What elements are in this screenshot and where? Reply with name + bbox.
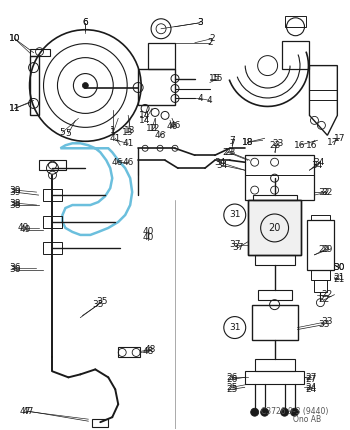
Text: 37: 37	[229, 240, 240, 249]
Text: C3726 9-3 (9440): C3726 9-3 (9440)	[261, 407, 328, 416]
Text: 1: 1	[110, 126, 116, 135]
Text: 33: 33	[318, 320, 330, 329]
Text: 30: 30	[334, 263, 345, 272]
Circle shape	[261, 408, 269, 416]
Text: 48: 48	[142, 347, 154, 356]
Text: 29: 29	[322, 246, 333, 255]
Text: 13: 13	[125, 126, 136, 135]
Text: 12: 12	[149, 124, 161, 133]
Text: 18: 18	[242, 138, 253, 147]
Text: 49: 49	[20, 225, 31, 234]
Text: 16: 16	[306, 141, 317, 150]
Circle shape	[251, 408, 259, 416]
Text: 4: 4	[207, 96, 213, 105]
Polygon shape	[248, 200, 301, 255]
Text: 40: 40	[142, 233, 154, 243]
Text: 49: 49	[18, 224, 29, 233]
Circle shape	[281, 408, 288, 416]
Text: 35: 35	[97, 297, 108, 306]
Text: 30: 30	[334, 263, 345, 272]
Text: 41: 41	[110, 134, 121, 143]
Circle shape	[290, 408, 299, 416]
Text: 34: 34	[314, 158, 325, 167]
Text: 27: 27	[306, 375, 317, 384]
Text: 46: 46	[169, 121, 181, 130]
Text: 11: 11	[9, 104, 20, 113]
Text: 38: 38	[9, 199, 20, 208]
Circle shape	[82, 83, 88, 89]
Text: 12: 12	[146, 124, 158, 133]
Text: 7: 7	[229, 136, 234, 145]
Text: 37: 37	[232, 243, 244, 252]
Text: 3: 3	[197, 18, 203, 27]
Text: 23: 23	[222, 148, 233, 157]
Text: 47: 47	[23, 407, 34, 416]
Text: 6: 6	[83, 18, 88, 27]
Text: 48: 48	[145, 345, 156, 354]
Text: 1: 1	[110, 128, 116, 137]
Text: 26: 26	[226, 375, 237, 384]
Text: 38: 38	[9, 200, 20, 209]
Text: 16: 16	[294, 141, 305, 150]
Text: 35: 35	[92, 300, 104, 309]
Text: 46: 46	[122, 158, 134, 167]
Text: 22: 22	[319, 295, 330, 304]
Text: 32: 32	[322, 187, 333, 197]
Text: 24: 24	[306, 385, 317, 394]
Text: 14: 14	[139, 111, 151, 120]
Text: 13: 13	[122, 128, 134, 137]
Text: 25: 25	[226, 385, 237, 394]
Text: 46: 46	[166, 122, 178, 131]
Text: 25: 25	[226, 383, 237, 392]
Text: 2: 2	[207, 38, 213, 47]
Text: 17: 17	[334, 134, 345, 143]
Text: 23: 23	[272, 139, 283, 148]
Text: 39: 39	[9, 187, 20, 197]
Text: 5: 5	[65, 129, 71, 138]
Text: Ono AB: Ono AB	[293, 415, 322, 424]
Text: 10: 10	[9, 34, 20, 43]
Text: 22: 22	[322, 290, 333, 299]
Text: 5: 5	[60, 128, 65, 137]
Text: 23: 23	[224, 148, 236, 157]
Text: 7: 7	[229, 139, 234, 148]
Text: 11: 11	[9, 104, 20, 113]
Text: 15: 15	[209, 74, 220, 83]
Text: 15: 15	[212, 74, 224, 83]
Text: 40: 40	[142, 227, 154, 236]
Text: 17: 17	[327, 138, 338, 147]
Text: 46: 46	[112, 158, 123, 167]
Text: 46: 46	[154, 131, 166, 140]
Text: 34: 34	[216, 161, 228, 170]
Text: 21: 21	[334, 273, 345, 282]
Text: 23: 23	[269, 141, 280, 150]
Text: 41: 41	[122, 139, 134, 148]
Text: 10: 10	[9, 34, 20, 43]
Text: 34: 34	[214, 158, 225, 167]
Text: 6: 6	[83, 18, 88, 27]
Text: 31: 31	[229, 323, 240, 332]
Text: 3: 3	[197, 18, 203, 27]
Text: 26: 26	[226, 373, 237, 382]
Text: 21: 21	[334, 275, 345, 284]
Text: 39: 39	[9, 186, 20, 195]
Text: 29: 29	[319, 246, 330, 255]
Text: 34: 34	[312, 161, 323, 170]
Text: 27: 27	[306, 373, 317, 382]
Text: 36: 36	[9, 263, 20, 272]
Text: 2: 2	[209, 34, 215, 43]
Text: 36: 36	[9, 265, 20, 274]
Text: 18: 18	[242, 138, 253, 147]
Text: 32: 32	[319, 187, 330, 197]
Text: 47: 47	[20, 407, 31, 416]
Text: 20: 20	[268, 223, 281, 233]
Text: 24: 24	[306, 383, 317, 392]
Text: 31: 31	[229, 211, 240, 219]
Text: 33: 33	[322, 317, 333, 326]
Text: 14: 14	[139, 116, 151, 125]
Text: 4: 4	[197, 94, 203, 103]
